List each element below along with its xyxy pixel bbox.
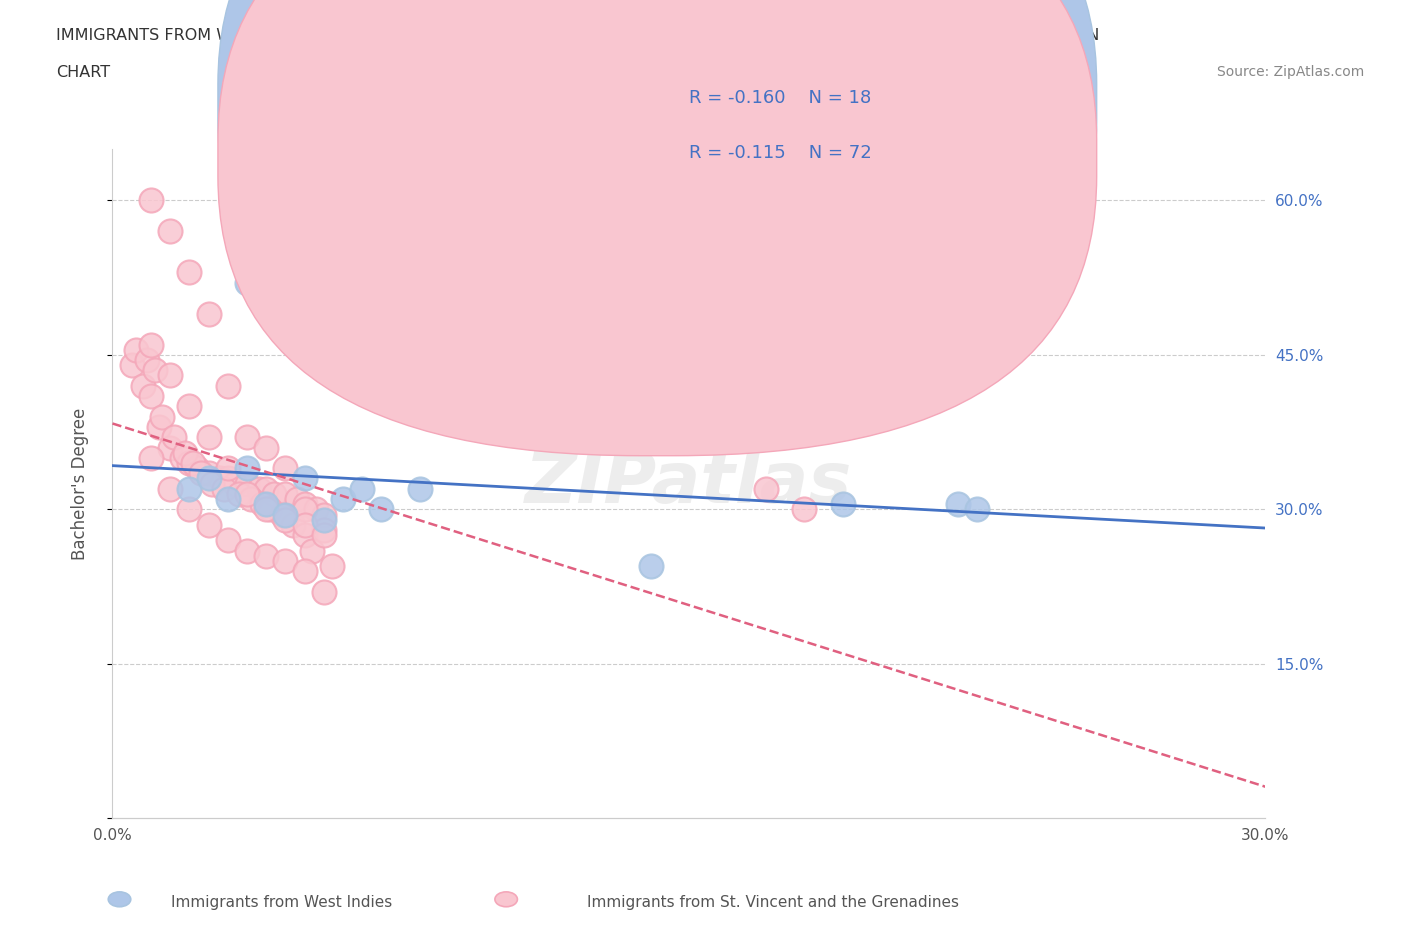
Point <box>301 543 323 558</box>
Point <box>236 476 259 491</box>
Point <box>121 358 143 373</box>
Point <box>236 275 259 290</box>
Point <box>285 492 308 507</box>
Point <box>370 502 392 517</box>
Text: ZIPatlas: ZIPatlas <box>526 449 852 518</box>
Point <box>139 389 162 404</box>
Point <box>163 430 186 445</box>
Point <box>640 559 662 574</box>
Point <box>228 486 250 501</box>
Point <box>159 368 181 383</box>
Text: Immigrants from St. Vincent and the Grenadines: Immigrants from St. Vincent and the Gren… <box>588 895 959 910</box>
Point <box>212 482 235 497</box>
Point <box>294 527 316 542</box>
Point <box>186 460 208 475</box>
Point <box>217 379 239 393</box>
Point <box>254 440 277 455</box>
Point <box>294 517 316 532</box>
Point <box>197 471 219 485</box>
Point <box>254 549 277 564</box>
Point <box>274 507 297 522</box>
Point <box>217 533 239 548</box>
Point <box>274 512 297 527</box>
Point <box>124 342 146 357</box>
Point <box>755 482 778 497</box>
Point <box>305 502 328 517</box>
Point <box>263 486 285 501</box>
Point <box>321 559 343 574</box>
Point <box>252 497 274 512</box>
Point <box>159 482 181 497</box>
Point <box>239 492 262 507</box>
Point <box>139 337 162 352</box>
Point <box>254 497 277 512</box>
Point <box>139 450 162 465</box>
Point <box>159 440 181 455</box>
Point <box>562 383 585 398</box>
Point <box>312 512 335 527</box>
Point <box>274 486 297 501</box>
Text: Source: ZipAtlas.com: Source: ZipAtlas.com <box>1216 65 1364 79</box>
Point <box>274 553 297 568</box>
Point <box>312 584 335 599</box>
Point <box>197 466 219 481</box>
Point <box>217 492 239 507</box>
Point <box>332 492 354 507</box>
Point <box>281 517 304 532</box>
Point <box>179 482 201 497</box>
Point <box>181 456 204 471</box>
Point <box>179 456 201 471</box>
Point <box>352 482 374 497</box>
Point <box>148 419 170 434</box>
Point <box>201 476 224 491</box>
Point <box>132 379 155 393</box>
Point <box>254 502 277 517</box>
Text: Immigrants from West Indies: Immigrants from West Indies <box>170 895 392 910</box>
Point <box>312 523 335 538</box>
Point <box>236 486 259 501</box>
Point <box>190 466 212 481</box>
Point <box>259 502 281 517</box>
Point <box>793 502 815 517</box>
Point <box>197 430 219 445</box>
Point <box>409 482 432 497</box>
Point <box>170 450 193 465</box>
Text: R = -0.115    N = 72: R = -0.115 N = 72 <box>689 144 872 163</box>
Point <box>179 399 201 414</box>
Point <box>174 445 197 460</box>
Point <box>966 502 988 517</box>
Point <box>159 224 181 239</box>
Text: CHART: CHART <box>56 65 110 80</box>
Point <box>294 497 316 512</box>
Point <box>197 306 219 321</box>
Point <box>294 564 316 578</box>
Point <box>209 471 232 485</box>
Point <box>270 507 292 522</box>
Point <box>217 460 239 475</box>
Text: IMMIGRANTS FROM WEST INDIES VS IMMIGRANTS FROM ST. VINCENT AND THE GRENADINES BA: IMMIGRANTS FROM WEST INDIES VS IMMIGRANT… <box>56 28 1099 43</box>
Point <box>236 543 259 558</box>
Text: R = -0.160    N = 18: R = -0.160 N = 18 <box>689 88 872 107</box>
Point <box>312 507 335 522</box>
Y-axis label: Bachelor's Degree: Bachelor's Degree <box>70 407 89 560</box>
Point <box>946 497 969 512</box>
Point <box>274 460 297 475</box>
Point <box>236 430 259 445</box>
Point <box>136 352 159 367</box>
Point <box>224 476 246 491</box>
Point <box>179 265 201 280</box>
Point <box>831 497 853 512</box>
Point <box>197 517 219 532</box>
Point <box>217 471 239 485</box>
Point <box>152 409 174 424</box>
Point <box>143 363 166 378</box>
Point <box>139 193 162 207</box>
Point <box>294 471 316 485</box>
Point <box>294 502 316 517</box>
Point <box>312 527 335 542</box>
Point <box>247 482 270 497</box>
Point <box>236 460 259 475</box>
Point <box>179 502 201 517</box>
Point <box>254 482 277 497</box>
